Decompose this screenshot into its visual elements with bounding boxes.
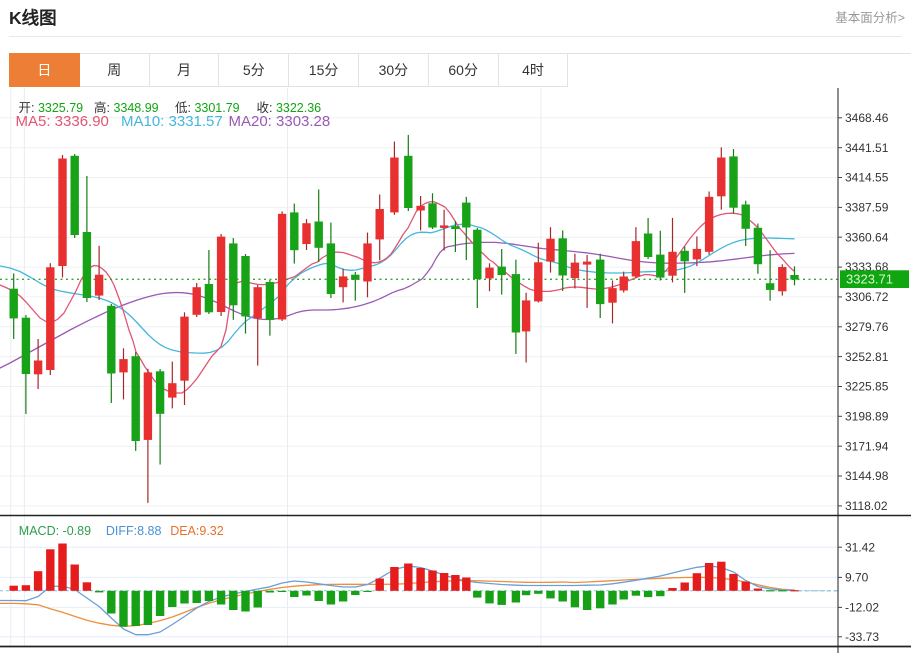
svg-text:3441.51: 3441.51: [845, 141, 889, 155]
svg-text:3225.85: 3225.85: [845, 380, 889, 394]
svg-text:3171.94: 3171.94: [845, 439, 889, 453]
svg-text:3198.89: 3198.89: [845, 410, 889, 424]
svg-text:3323.71: 3323.71: [846, 272, 893, 287]
svg-text:3306.72: 3306.72: [845, 290, 889, 304]
svg-text:3468.46: 3468.46: [845, 111, 889, 125]
svg-text:3414.55: 3414.55: [845, 171, 889, 185]
svg-text:3118.02: 3118.02: [845, 499, 888, 513]
svg-text:-12.02: -12.02: [845, 601, 879, 615]
svg-text:31.42: 31.42: [845, 540, 875, 554]
svg-text:3144.98: 3144.98: [845, 469, 889, 483]
svg-text:3279.76: 3279.76: [845, 320, 889, 334]
svg-text:9.70: 9.70: [845, 571, 869, 585]
svg-text:3252.81: 3252.81: [845, 350, 889, 364]
svg-text:3387.59: 3387.59: [845, 201, 889, 215]
svg-text:3360.64: 3360.64: [845, 230, 889, 244]
svg-text:-33.73: -33.73: [845, 630, 879, 644]
